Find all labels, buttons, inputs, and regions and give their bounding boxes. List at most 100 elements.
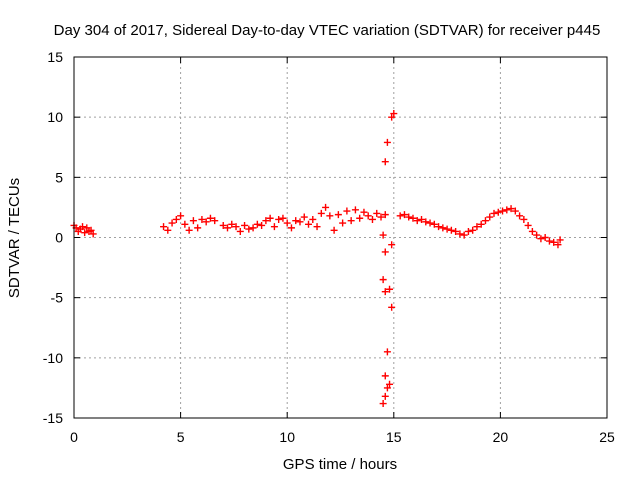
data-point xyxy=(330,226,338,234)
data-point xyxy=(322,203,330,211)
data-point xyxy=(541,234,549,241)
data-point xyxy=(379,400,387,408)
data-point xyxy=(185,226,193,234)
data-point xyxy=(373,209,381,217)
data-point xyxy=(194,224,202,232)
data-point xyxy=(390,110,398,118)
data-point xyxy=(270,223,278,231)
data-point xyxy=(477,220,485,228)
y-tick-label: 5 xyxy=(55,169,63,185)
data-point xyxy=(364,212,372,220)
x-tick-label: 0 xyxy=(70,429,78,445)
data-point xyxy=(189,217,197,225)
data-point xyxy=(409,214,417,222)
data-point xyxy=(381,248,389,256)
data-point xyxy=(360,208,368,216)
y-tick-label: -5 xyxy=(51,290,64,306)
data-point xyxy=(379,276,387,284)
x-tick-label: 20 xyxy=(493,429,509,445)
data-point xyxy=(554,241,562,249)
data-point xyxy=(388,241,396,249)
data-point xyxy=(343,207,351,215)
data-point xyxy=(245,225,253,233)
data-point xyxy=(351,206,359,214)
data-point xyxy=(533,231,541,239)
data-point xyxy=(79,223,87,231)
data-point xyxy=(339,219,347,227)
data-point xyxy=(503,206,511,214)
data-point xyxy=(219,221,227,229)
data-point xyxy=(202,218,210,226)
data-point xyxy=(426,219,434,227)
data-points xyxy=(70,110,564,408)
data-point xyxy=(177,212,185,220)
data-point xyxy=(460,231,468,239)
data-point xyxy=(435,223,443,231)
data-point xyxy=(386,380,394,388)
data-point xyxy=(160,223,168,231)
y-tick-label: -10 xyxy=(43,350,63,366)
data-point xyxy=(313,223,321,231)
data-point xyxy=(452,227,460,235)
data-point xyxy=(275,215,283,223)
data-point xyxy=(181,220,189,228)
data-point xyxy=(481,217,489,225)
data-point xyxy=(388,113,396,121)
data-point xyxy=(439,224,447,232)
y-tick-label: 0 xyxy=(55,230,63,246)
data-point xyxy=(253,220,261,228)
data-point xyxy=(296,218,304,226)
data-point xyxy=(556,236,564,244)
data-point xyxy=(413,217,421,225)
data-point xyxy=(494,208,502,216)
x-tick-label: 5 xyxy=(177,429,185,445)
data-point xyxy=(347,217,355,225)
data-point xyxy=(317,209,325,217)
data-point xyxy=(266,214,274,222)
y-tick-label: 15 xyxy=(47,49,63,65)
data-point xyxy=(422,218,430,226)
data-point xyxy=(377,213,385,221)
x-tick-labels: 0 5 10 15 20 25 xyxy=(70,429,615,445)
data-point xyxy=(516,212,524,220)
data-point xyxy=(300,213,308,221)
data-point xyxy=(381,392,389,400)
data-point xyxy=(520,215,528,223)
data-point xyxy=(309,215,317,223)
data-point xyxy=(168,219,176,227)
data-point xyxy=(334,211,342,219)
data-point xyxy=(443,225,451,233)
data-point xyxy=(326,212,334,220)
data-point xyxy=(464,227,472,235)
data-point xyxy=(258,221,266,229)
y-axis-label: SDTVAR / TECUs xyxy=(6,178,23,298)
data-point xyxy=(381,158,389,166)
data-point xyxy=(236,227,244,235)
data-point xyxy=(386,285,394,293)
data-point xyxy=(524,221,532,229)
data-point xyxy=(228,220,236,228)
data-point xyxy=(430,220,438,228)
data-point xyxy=(396,212,404,220)
data-point xyxy=(379,231,387,239)
chart-title: Day 304 of 2017, Sidereal Day-to-day VTE… xyxy=(54,22,601,39)
x-tick-label: 25 xyxy=(599,429,615,445)
data-point xyxy=(81,229,89,237)
data-point xyxy=(383,138,391,146)
data-point xyxy=(206,214,214,222)
data-point xyxy=(283,219,291,227)
data-point xyxy=(490,209,498,217)
data-point xyxy=(224,224,232,232)
data-point xyxy=(292,217,300,225)
data-point xyxy=(545,237,553,245)
data-point xyxy=(368,215,376,223)
data-point xyxy=(305,220,313,228)
data-point xyxy=(211,217,219,225)
data-point xyxy=(486,213,494,221)
data-point xyxy=(511,207,519,215)
data-point xyxy=(356,214,364,222)
axis-ticks xyxy=(73,56,608,419)
x-tick-label: 15 xyxy=(386,429,402,445)
data-point xyxy=(381,211,389,219)
